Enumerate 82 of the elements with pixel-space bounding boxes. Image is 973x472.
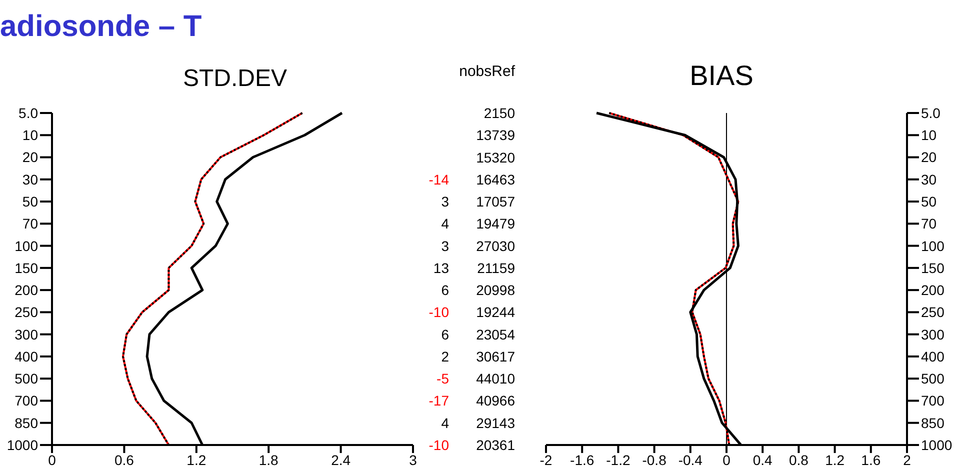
x-tick-label: 1.6 — [861, 452, 881, 468]
text: 17057 — [476, 194, 516, 210]
text: 4 — [441, 414, 450, 431]
x-tick-label: -1.2 — [606, 452, 630, 468]
y-tick-label: 400 — [921, 348, 945, 364]
text: -14 — [428, 171, 450, 188]
y-tick-label: 150 — [921, 260, 945, 276]
x-tick-label: 1.8 — [258, 452, 279, 468]
x-tick-label: 1.2 — [825, 452, 845, 468]
text: 6 — [441, 326, 450, 342]
text: 13 — [433, 260, 450, 276]
y-tick-label: 200 — [14, 282, 38, 298]
x-tick-label: -1.6 — [570, 452, 594, 468]
y-tick-label: 1000 — [921, 436, 952, 453]
y-tick-label: 300 — [921, 326, 945, 342]
x-tick-label: 0 — [722, 452, 731, 468]
text: 20361 — [476, 437, 516, 453]
y-tick-label: 700 — [921, 392, 945, 409]
chart-subtitle: STD.DEV — [182, 65, 288, 93]
y-tick-label: 200 — [921, 282, 945, 298]
text: 29143 — [476, 414, 516, 431]
text: 3 — [441, 238, 450, 254]
chart-title: BIAS — [688, 60, 754, 92]
y-tick-label: 700 — [14, 392, 38, 409]
y-tick-label: 1000 — [6, 436, 38, 453]
text: 16463 — [476, 171, 516, 188]
text: 19479 — [476, 216, 516, 232]
y-tick-label: 250 — [14, 304, 38, 320]
text: 6 — [441, 282, 450, 298]
y-tick-label: 20 — [22, 149, 38, 166]
y-tick-label: 500 — [14, 370, 38, 387]
text: 15320 — [476, 149, 516, 166]
y-tick-label: 5.0 — [18, 104, 38, 121]
y-tick-label: 5.0 — [921, 104, 941, 121]
y-tick-label: 30 — [921, 171, 937, 188]
x-tick-label: 0 — [48, 452, 56, 468]
text: -17 — [428, 392, 450, 409]
x-tick-label: 2.4 — [331, 452, 351, 468]
x-tick-label: 0.8 — [788, 452, 809, 468]
text: 13739 — [476, 127, 516, 144]
text: 44010 — [476, 370, 516, 387]
y-tick-label: 850 — [14, 414, 38, 431]
y-tick-label: 70 — [921, 216, 937, 232]
text: 19244 — [476, 304, 516, 320]
y-tick-label: 30 — [22, 171, 38, 188]
text: 4 — [441, 216, 450, 232]
y-tick-label: 150 — [14, 260, 38, 276]
y-tick-label: 100 — [14, 238, 38, 254]
y-tick-label: 400 — [14, 348, 38, 364]
text: 30617 — [476, 348, 516, 364]
y-tick-label: 50 — [22, 194, 38, 210]
x-tick-label: 3 — [409, 452, 418, 468]
text: nobsRef — [459, 63, 516, 80]
x-tick-label: -0.4 — [678, 452, 703, 468]
text: 40966 — [476, 392, 516, 409]
y-tick-label: 300 — [14, 326, 38, 342]
text: 27030 — [476, 238, 516, 254]
y-tick-label: 250 — [921, 304, 945, 320]
text: 20998 — [476, 282, 516, 298]
text: 3 — [441, 194, 450, 210]
x-tick-label: -0.8 — [642, 452, 667, 468]
text: 23054 — [476, 326, 516, 342]
chart-title: adiosonde – T — [0, 10, 202, 44]
y-tick-label: 10 — [22, 127, 38, 144]
text: 2 — [441, 348, 450, 364]
x-tick-label: 0.6 — [114, 452, 134, 468]
x-tick-label: 1.2 — [186, 452, 206, 468]
y-tick-label: 100 — [921, 238, 945, 254]
y-tick-label: 850 — [921, 414, 945, 431]
text: 2150 — [484, 105, 516, 121]
x-tick-label: 2 — [903, 452, 912, 468]
y-tick-label: 500 — [921, 370, 945, 387]
text: -5 — [436, 370, 450, 387]
x-tick-label: -2 — [540, 452, 552, 468]
y-tick-label: 10 — [921, 127, 937, 144]
x-tick-label: 0.4 — [752, 452, 773, 468]
text: -10 — [428, 304, 450, 320]
y-tick-label: 70 — [22, 216, 38, 232]
text: -10 — [428, 437, 450, 453]
y-tick-label: 20 — [921, 149, 937, 166]
text: 21159 — [477, 260, 516, 276]
y-tick-label: 50 — [921, 194, 937, 210]
